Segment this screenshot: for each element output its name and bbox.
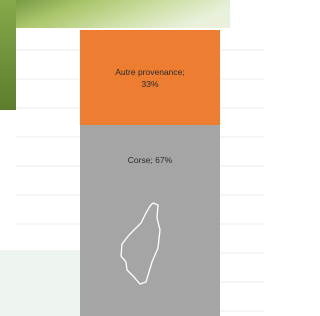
data-label: Autre provenance; 33% [80, 30, 220, 125]
panel [0, 250, 80, 316]
photo [0, 0, 16, 110]
data-label: Corse; 67% [80, 145, 220, 175]
photo [0, 0, 230, 28]
chart: Corse; 67% Autre provenance; 33% [0, 0, 264, 316]
data-label-box: Autre provenance; 33% [80, 30, 220, 125]
data-label-box: Corse; 67% [80, 145, 220, 175]
screenshot: Corse; 67% Autre provenance; 33% [0, 0, 264, 316]
